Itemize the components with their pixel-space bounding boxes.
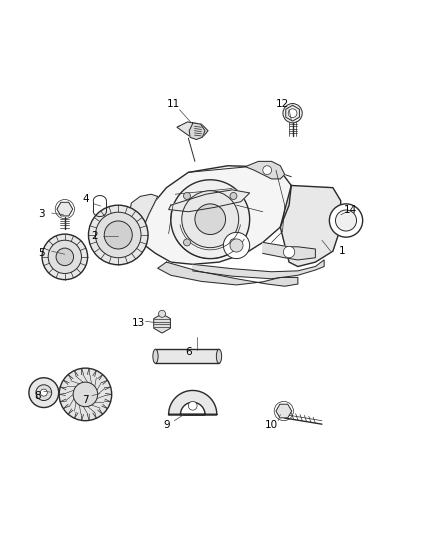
Circle shape [182,191,239,248]
Circle shape [56,248,74,265]
Polygon shape [245,161,285,179]
Circle shape [230,239,243,252]
Circle shape [184,239,191,246]
Circle shape [329,204,363,237]
Circle shape [59,368,112,421]
Circle shape [336,210,357,231]
Polygon shape [177,122,208,138]
Circle shape [283,246,295,258]
Circle shape [29,378,59,408]
Polygon shape [189,123,205,140]
Text: 5: 5 [38,248,45,259]
Text: 4: 4 [82,193,89,204]
Polygon shape [158,262,298,286]
Text: 9: 9 [163,420,170,430]
Text: 2: 2 [91,231,98,241]
Polygon shape [280,185,341,266]
Circle shape [171,180,250,259]
Circle shape [48,240,81,273]
Circle shape [223,232,250,259]
Circle shape [159,310,166,317]
Circle shape [195,204,226,235]
Circle shape [40,389,47,396]
Circle shape [263,166,272,174]
Circle shape [42,234,88,280]
Circle shape [104,221,132,249]
Polygon shape [169,391,217,415]
Text: 7: 7 [82,395,89,405]
Text: 11: 11 [166,100,180,109]
Circle shape [88,205,148,265]
Polygon shape [193,260,324,279]
Circle shape [288,109,297,118]
Polygon shape [169,190,250,212]
Circle shape [184,192,191,199]
Circle shape [36,385,52,400]
Circle shape [95,212,141,258]
Circle shape [188,401,197,410]
Text: 13: 13 [131,318,145,328]
Text: 6: 6 [185,347,192,357]
Text: 8: 8 [34,391,41,401]
Circle shape [73,382,98,407]
Text: 10: 10 [265,420,278,430]
Text: 12: 12 [276,100,289,109]
Circle shape [230,239,237,246]
Circle shape [230,192,237,199]
Bar [155,349,219,364]
Polygon shape [138,166,291,264]
Ellipse shape [153,349,158,364]
Polygon shape [129,194,158,240]
Polygon shape [263,243,315,260]
Text: 1: 1 [338,246,345,256]
Circle shape [283,103,302,123]
Ellipse shape [216,349,222,364]
Text: 14: 14 [344,205,357,215]
Text: 3: 3 [38,209,45,219]
